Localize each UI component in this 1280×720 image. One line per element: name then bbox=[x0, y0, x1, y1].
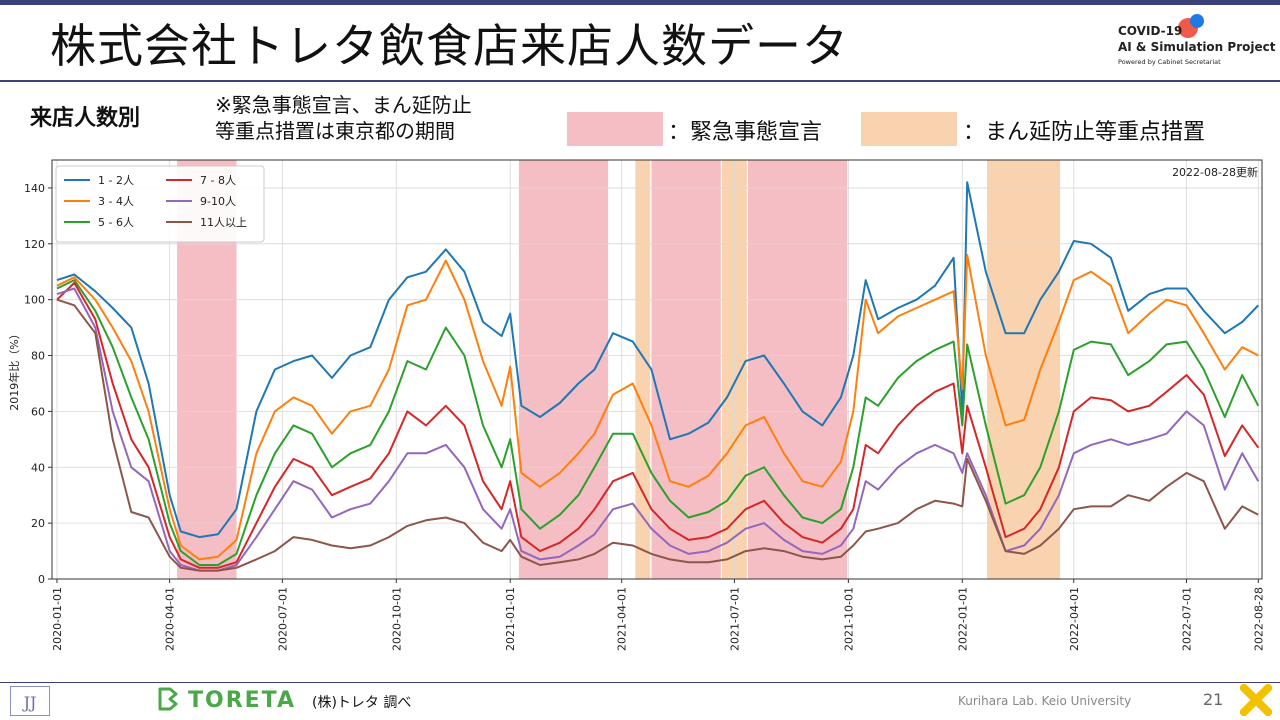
covid-project-logo: COVID-19 AI & Simulation Project Powered… bbox=[1118, 14, 1278, 74]
x-tick-label-6: 2021-07-01 bbox=[728, 587, 741, 651]
x-tick-label-10: 2022-07-01 bbox=[1180, 587, 1193, 651]
legend-label-4: 9-10人 bbox=[200, 195, 236, 208]
page-number: 21 bbox=[1203, 690, 1224, 709]
title-divider bbox=[0, 80, 1280, 82]
period-note-line2: 等重点措置は東京都の期間 bbox=[215, 119, 455, 143]
y-tick-label-0: 0 bbox=[38, 573, 45, 586]
legend-label-3: 7 - 8人 bbox=[200, 174, 236, 187]
lab-credit: Kurihara Lab. Keio University bbox=[958, 694, 1132, 708]
x-tick-label-11: 2022-08-28 bbox=[1252, 587, 1265, 651]
logo-line1: COVID-19 bbox=[1118, 24, 1183, 38]
x-tick-label-8: 2022-01-01 bbox=[956, 587, 969, 651]
series-line-2 bbox=[56, 279, 1260, 566]
y-tick-label-4: 80 bbox=[31, 350, 45, 363]
top-accent-bar bbox=[0, 0, 1280, 5]
manen-period-band-2 bbox=[987, 160, 1061, 579]
y-tick-label-2: 40 bbox=[31, 461, 45, 474]
x-tick-label-4: 2021-01-01 bbox=[504, 587, 517, 651]
period-note-line1: ※緊急事態宣言、まん延防止 bbox=[215, 93, 472, 117]
logo-blue-dot-icon bbox=[1190, 14, 1204, 28]
data-source: (株)トレタ 調べ bbox=[312, 695, 412, 711]
series-line-5 bbox=[56, 298, 1259, 572]
period-note: ※緊急事態宣言、まん延防止 等重点措置は東京都の期間 bbox=[215, 92, 555, 144]
footer-divider bbox=[0, 682, 1280, 683]
x-tick-label-2: 2020-07-01 bbox=[276, 587, 289, 651]
section-subtitle: 来店人数別 bbox=[30, 106, 141, 131]
toreta-logo-icon bbox=[158, 687, 178, 711]
emergency-legend-swatch bbox=[567, 112, 663, 146]
legend-label-1: 3 - 4人 bbox=[98, 195, 134, 208]
plot-frame bbox=[51, 159, 1263, 580]
series-line-0 bbox=[56, 181, 1260, 539]
y-axis-label: 2019年比（%） bbox=[7, 328, 21, 410]
legend-label-2: 5 - 6人 bbox=[98, 216, 134, 229]
series-line-3 bbox=[56, 281, 1260, 569]
y-tick-label-1: 20 bbox=[31, 517, 45, 530]
toreta-brand: TORETA bbox=[188, 688, 297, 713]
kurihara-lab-logo-icon: JJ bbox=[10, 686, 50, 716]
logo-line3: Powered by Cabinet Secretariat bbox=[1118, 58, 1221, 66]
manen-legend-swatch bbox=[861, 112, 957, 146]
x-tick-label-5: 2021-04-01 bbox=[616, 587, 629, 651]
series-line-1 bbox=[56, 254, 1259, 561]
x-mark-logo-icon bbox=[1240, 684, 1272, 716]
page-title: 株式会社トレタ飲食店来店人数データ bbox=[50, 19, 849, 73]
x-tick-label-1: 2020-04-01 bbox=[164, 587, 177, 651]
logo-line2: AI & Simulation Project bbox=[1118, 40, 1276, 54]
chart-legend: 1 - 2人 3 - 4人 5 - 6人 7 - 8人 9-10人 11人以上 bbox=[55, 165, 265, 243]
y-tick-label-5: 100 bbox=[24, 294, 45, 307]
svg-text:JJ: JJ bbox=[22, 693, 37, 712]
y-tick-label-6: 120 bbox=[24, 238, 45, 251]
y-tick-label-3: 60 bbox=[31, 405, 45, 418]
legend-label-0: 1 - 2人 bbox=[98, 174, 134, 187]
legend-box bbox=[55, 165, 265, 243]
x-tick-label-0: 2020-01-01 bbox=[51, 587, 64, 651]
updated-label: 2022-08-28更新 bbox=[1172, 165, 1258, 179]
series-line-4 bbox=[56, 287, 1260, 572]
x-tick-label-7: 2021-10-01 bbox=[842, 587, 855, 651]
x-tick-label-3: 2020-10-01 bbox=[390, 587, 403, 651]
emergency-period-band-2 bbox=[651, 160, 721, 579]
manen-period-band-0 bbox=[635, 160, 651, 579]
x-tick-label-9: 2022-04-01 bbox=[1068, 587, 1081, 651]
y-tick-label-7: 140 bbox=[24, 182, 45, 195]
legend-label-5: 11人以上 bbox=[200, 216, 247, 229]
emergency-period-band-3 bbox=[748, 160, 848, 579]
manen-legend-label: ：まん延防止等重点措置 bbox=[963, 120, 1206, 145]
emergency-legend-label: ：緊急事態宣言 bbox=[668, 120, 823, 145]
visitor-line-chart: 0 20 40 60 80 100 120 140 2020-01-01 2020-04-01 20… bbox=[7, 159, 1265, 651]
